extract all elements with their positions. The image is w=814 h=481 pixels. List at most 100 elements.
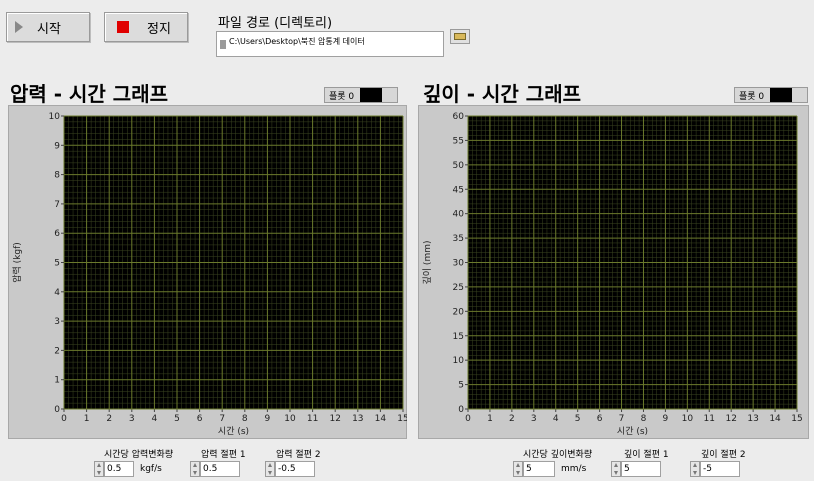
line-style-icon: [770, 88, 793, 102]
start-button[interactable]: 시작: [6, 12, 90, 42]
path-mode-icon[interactable]: [220, 40, 226, 49]
play-icon: [15, 21, 23, 33]
depth-x-tick-label: 6: [597, 414, 603, 424]
pressure-x-tick-label: 1: [84, 414, 90, 424]
pressure-y-tick-label: 9: [54, 141, 60, 151]
pressure-intercept2-label: 압력 절편 2: [276, 450, 321, 460]
stop-button[interactable]: 정지: [104, 12, 188, 42]
pressure-y-tick-label: 8: [54, 171, 60, 181]
depth-x-tick-label: 5: [575, 414, 581, 424]
depth-x-tick-label: 7: [619, 414, 625, 424]
depth-plot-legend-label: 플롯 0: [739, 91, 765, 102]
pressure-y-tick-label: 2: [54, 346, 60, 356]
pressure-plot-legend[interactable]: 플롯 0: [324, 87, 398, 103]
pressure-x-tick-label: 7: [219, 414, 225, 424]
pressure-graph-title: 압력 - 시간 그래프: [10, 82, 168, 106]
depth-rate-unit: mm/s: [561, 464, 587, 474]
depth-x-tick-label: 2: [509, 414, 515, 424]
pressure-intercept2-input[interactable]: -0.5: [275, 461, 315, 477]
pressure-y-tick-label: 5: [54, 259, 60, 269]
increment-decrement-icon[interactable]: [611, 461, 621, 477]
depth-x-tick-label: 11: [704, 414, 715, 424]
depth-intercept1-control[interactable]: 5: [611, 461, 661, 477]
depth-y-tick-label: 30: [453, 259, 465, 269]
depth-x-tick-label: 9: [663, 414, 669, 424]
depth-x-tick-label: 0: [465, 414, 471, 424]
pressure-x-tick-label: 11: [307, 414, 318, 424]
depth-y-tick-label: 35: [453, 234, 464, 244]
pressure-x-tick-label: 14: [375, 414, 387, 424]
stop-icon: [117, 21, 129, 33]
depth-y-tick-label: 50: [453, 161, 465, 171]
depth-x-tick-label: 4: [553, 414, 559, 424]
stop-button-label: 정지: [147, 21, 171, 37]
path-label: 파일 경로 (디렉토리): [218, 16, 333, 31]
pressure-intercept2-control[interactable]: -0.5: [265, 461, 315, 477]
depth-y-tick-label: 0: [458, 405, 464, 415]
depth-intercept2-input[interactable]: -5: [700, 461, 740, 477]
pressure-x-tick-label: 5: [174, 414, 180, 424]
pressure-y-tick-label: 6: [54, 229, 60, 239]
increment-decrement-icon[interactable]: [513, 461, 523, 477]
depth-x-tick-label: 3: [531, 414, 537, 424]
browse-folder-button[interactable]: [450, 29, 470, 44]
depth-intercept2-label: 깊이 절편 2: [701, 450, 746, 460]
start-button-label: 시작: [37, 21, 61, 37]
depth-y-tick-label: 5: [458, 381, 464, 391]
depth-plot-legend[interactable]: 플롯 0: [734, 87, 808, 103]
pressure-x-tick-label: 3: [129, 414, 135, 424]
depth-y-tick-label: 55: [453, 136, 464, 146]
pressure-x-tick-label: 2: [106, 414, 112, 424]
pressure-rate-label: 시간당 압력변화량: [104, 450, 174, 460]
pressure-intercept1-control[interactable]: 0.5: [190, 461, 240, 477]
line-style-icon: [360, 88, 383, 102]
pressure-x-tick-label: 0: [61, 414, 67, 424]
depth-rate-input[interactable]: 5: [523, 461, 555, 477]
increment-decrement-icon[interactable]: [190, 461, 200, 477]
pressure-x-axis-label: 시간 (s): [218, 426, 249, 437]
increment-decrement-icon[interactable]: [265, 461, 275, 477]
pressure-y-tick-label: 7: [54, 200, 60, 210]
depth-y-tick-label: 45: [453, 185, 464, 195]
pressure-x-tick-label: 13: [352, 414, 363, 424]
depth-x-tick-label: 8: [641, 414, 647, 424]
depth-intercept2-control[interactable]: -5: [690, 461, 740, 477]
pressure-x-tick-label: 12: [329, 414, 340, 424]
depth-y-tick-label: 10: [453, 356, 465, 366]
depth-y-tick-label: 15: [453, 332, 464, 342]
depth-y-tick-label: 20: [453, 307, 465, 317]
depth-rate-control[interactable]: 5 mm/s: [513, 461, 586, 477]
depth-graph-title: 깊이 - 시간 그래프: [423, 82, 581, 106]
depth-x-tick-label: 12: [725, 414, 736, 424]
path-input[interactable]: C:\Users\Desktop\북진 압통계 데이터: [229, 37, 365, 46]
pressure-x-tick-label: 15: [397, 414, 407, 424]
depth-rate-label: 시간당 깊이변화량: [523, 450, 593, 460]
depth-x-tick-label: 14: [769, 414, 781, 424]
depth-graph: 0 1 2 3 4 5 6 7 8 9 10 11 12 13 14 15051015202530354045…: [421, 112, 803, 437]
depth-intercept1-label: 깊이 절편 1: [624, 450, 669, 460]
pressure-plot-legend-label: 플롯 0: [329, 91, 355, 102]
folder-icon: [454, 33, 466, 40]
increment-decrement-icon[interactable]: [94, 461, 104, 477]
depth-x-axis-label: 시간 (s): [617, 426, 648, 437]
pressure-y-tick-label: 3: [54, 317, 60, 327]
pressure-y-axis-label: 압력 (kgf): [11, 242, 23, 283]
depth-y-tick-label: 25: [453, 283, 464, 293]
pressure-rate-control[interactable]: 0.5 kgf/s: [94, 461, 162, 477]
pressure-intercept1-label: 압력 절편 1: [201, 450, 246, 460]
pressure-x-tick-label: 9: [265, 414, 271, 424]
pressure-intercept1-input[interactable]: 0.5: [200, 461, 240, 477]
depth-x-tick-label: 15: [791, 414, 802, 424]
pressure-rate-input[interactable]: 0.5: [104, 461, 134, 477]
pressure-y-tick-label: 0: [54, 405, 60, 415]
pressure-x-tick-label: 4: [152, 414, 158, 424]
path-control[interactable]: C:\Users\Desktop\북진 압통계 데이터: [216, 31, 444, 57]
depth-y-axis-label: 깊이 (mm): [421, 241, 433, 285]
depth-x-tick-label: 13: [747, 414, 758, 424]
pressure-x-tick-label: 8: [242, 414, 248, 424]
pressure-x-tick-label: 6: [197, 414, 203, 424]
depth-intercept1-input[interactable]: 5: [621, 461, 661, 477]
increment-decrement-icon[interactable]: [690, 461, 700, 477]
pressure-y-tick-label: 1: [54, 376, 60, 386]
